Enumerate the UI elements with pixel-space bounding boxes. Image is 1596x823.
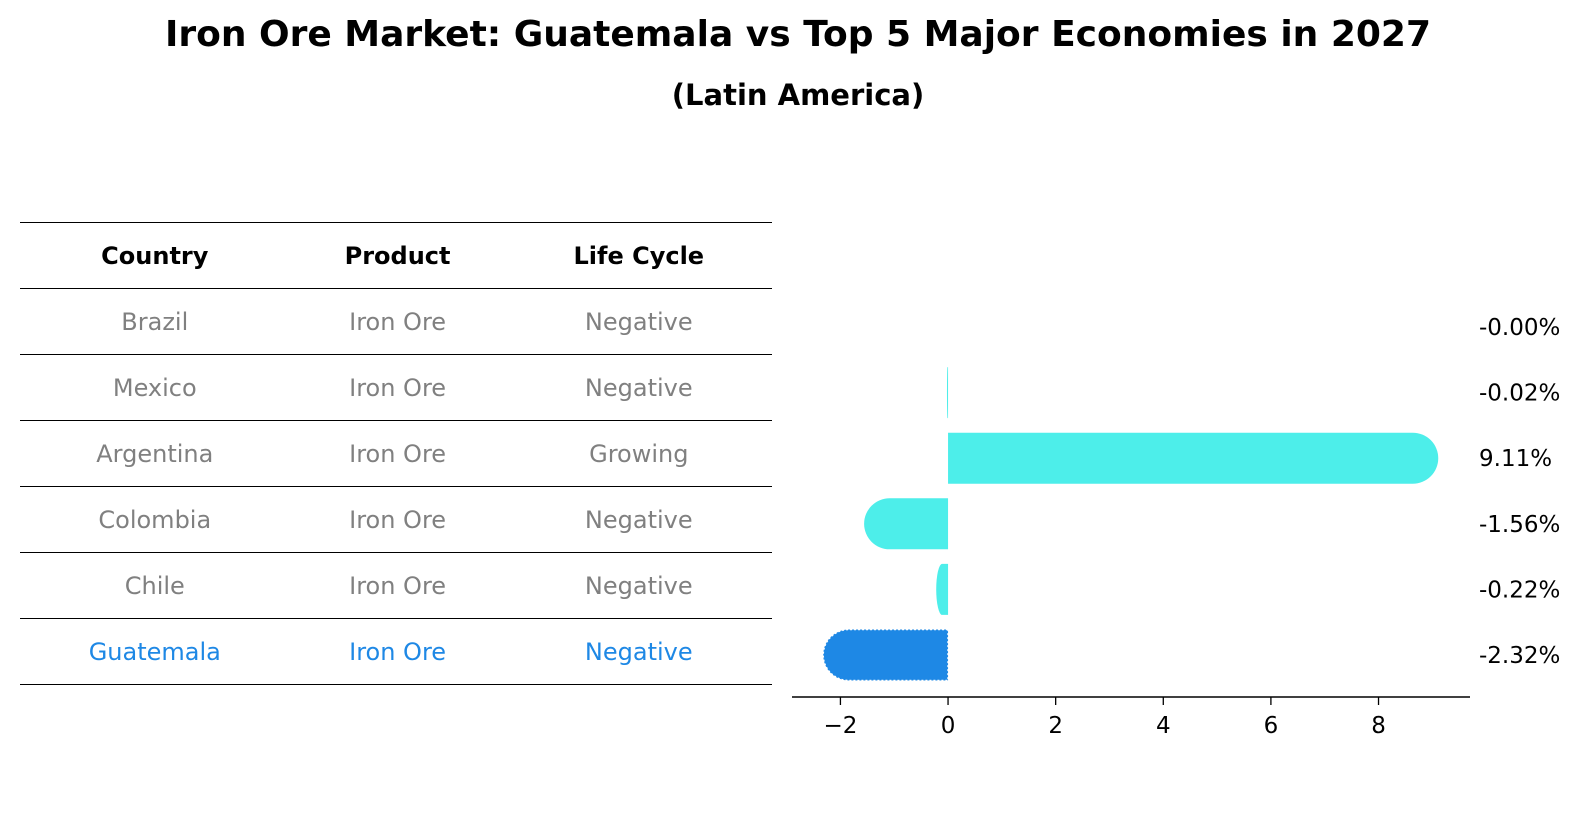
bar-argentina — [948, 432, 1439, 484]
header-life-cycle: Life Cycle — [505, 222, 772, 289]
cell-product: Iron Ore — [289, 288, 506, 355]
cell-country: Mexico — [20, 354, 290, 421]
cell-country: Guatemala — [20, 618, 290, 685]
x-tick-label: 4 — [1156, 713, 1171, 739]
table-row: Mexico Iron Ore Negative — [20, 354, 772, 421]
bar-chile — [936, 563, 949, 615]
cell-life-cycle: Negative — [505, 618, 772, 685]
cell-product: Iron Ore — [289, 552, 506, 619]
chart-title: Iron Ore Market: Guatemala vs Top 5 Majo… — [164, 14, 1432, 55]
x-tick-label: 8 — [1371, 713, 1386, 739]
value-label: -2.32% — [1479, 643, 1560, 669]
bar-guatemala — [822, 628, 949, 682]
cell-life-cycle: Negative — [505, 486, 772, 553]
value-label: -1.56% — [1479, 512, 1560, 538]
table-row: Chile Iron Ore Negative — [20, 552, 772, 619]
cell-product: Iron Ore — [289, 354, 506, 421]
bar-colombia — [864, 498, 949, 550]
x-tick-label: 6 — [1264, 713, 1279, 739]
country-table: Country Product Life Cycle Brazil Iron O… — [20, 222, 772, 685]
cell-country: Brazil — [20, 288, 290, 355]
cell-life-cycle: Negative — [505, 288, 772, 355]
value-label: -0.00% — [1479, 315, 1560, 341]
x-tick-label: −2 — [823, 713, 857, 739]
cell-country: Chile — [20, 552, 290, 619]
table-row: Brazil Iron Ore Negative — [20, 288, 772, 355]
header-country: Country — [20, 222, 290, 289]
value-label: 9.11% — [1479, 446, 1552, 472]
value-label: -0.22% — [1479, 577, 1560, 603]
bar-mexico — [946, 367, 949, 419]
value-label: -0.02% — [1479, 381, 1560, 407]
x-tick-label: 2 — [1048, 713, 1063, 739]
cell-country: Argentina — [20, 420, 290, 487]
chart-subtitle: (Latin America) — [671, 78, 925, 112]
cell-life-cycle: Negative — [505, 552, 772, 619]
cell-product: Iron Ore — [289, 486, 506, 553]
cell-product: Iron Ore — [289, 420, 506, 487]
table-row: Argentina Iron Ore Growing — [20, 420, 772, 487]
table-header-row: Country Product Life Cycle — [20, 222, 772, 289]
x-tick-label: 0 — [941, 713, 956, 739]
header-product: Product — [289, 222, 506, 289]
cell-life-cycle: Growing — [505, 420, 772, 487]
cell-country: Colombia — [20, 486, 290, 553]
table-row-highlighted: Guatemala Iron Ore Negative — [20, 618, 772, 685]
cell-product: Iron Ore — [289, 618, 506, 685]
cell-life-cycle: Negative — [505, 354, 772, 421]
table-row: Colombia Iron Ore Negative — [20, 486, 772, 553]
